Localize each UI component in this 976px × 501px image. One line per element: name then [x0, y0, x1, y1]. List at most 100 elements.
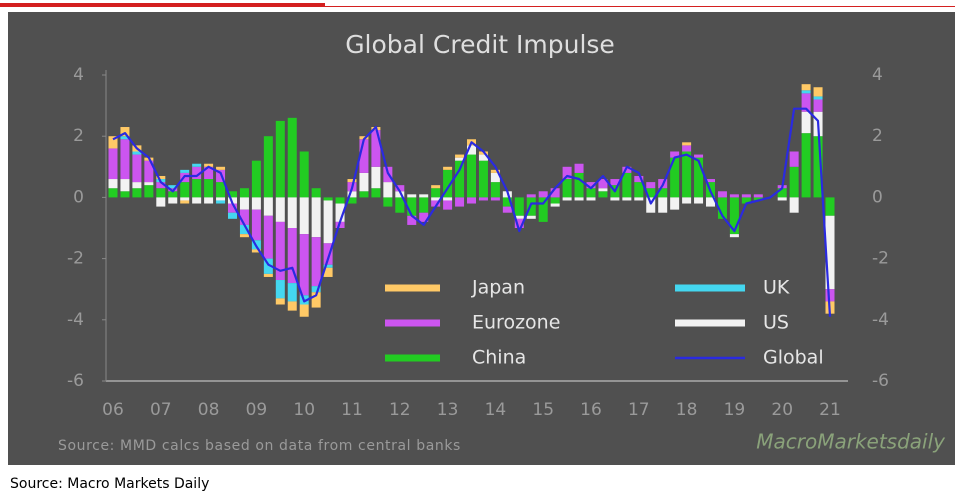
bar-segment: [455, 160, 465, 198]
bar-segment: [622, 166, 632, 173]
bar-segment: [216, 197, 226, 201]
x-tick-label: 07: [150, 400, 172, 420]
bar-segment: [323, 267, 333, 277]
bar-segment: [108, 136, 118, 149]
bar-segment: [192, 163, 202, 167]
x-tick-label: 17: [628, 400, 650, 420]
bar-segment: [562, 197, 572, 201]
bar-segment: [574, 163, 584, 173]
bar-segment: [132, 188, 142, 198]
x-tick-label: 16: [580, 400, 602, 420]
y2-tick-label: -2: [872, 249, 889, 269]
bar-segment: [108, 179, 118, 189]
bar-segment: [538, 197, 548, 222]
bar-segment: [323, 200, 333, 244]
bar-segment: [156, 182, 166, 189]
bar-segment: [789, 151, 799, 167]
source-note: Source: MMD calcs based on data from cen…: [58, 438, 461, 454]
bar-segment: [132, 151, 142, 155]
bar-segment: [311, 188, 321, 198]
bar-segment: [526, 197, 536, 216]
x-tick-label: 08: [198, 400, 220, 420]
bar-segment: [801, 93, 811, 112]
bar-segment: [132, 154, 142, 183]
line-series: [112, 107, 832, 317]
bar-segment: [478, 197, 488, 201]
legend-label: UK: [763, 277, 790, 299]
bar-segment: [741, 197, 751, 204]
bar-segment: [407, 197, 417, 216]
y2-tick-label: -4: [872, 310, 889, 330]
y2-tick-label: -6: [872, 371, 889, 391]
bar-segment: [610, 179, 620, 186]
bar-segment: [275, 221, 285, 281]
bar-segment: [753, 197, 763, 201]
bar-segment: [275, 298, 285, 305]
bar-segment: [514, 218, 524, 228]
bar-segment: [478, 154, 488, 161]
bar-segment: [682, 142, 692, 146]
bar-segment: [383, 182, 393, 198]
bar-segment: [813, 136, 823, 198]
bar-segment: [120, 139, 130, 180]
bar-segment: [789, 166, 799, 198]
bar-segment: [204, 179, 214, 198]
legend-label: Global: [763, 347, 824, 369]
x-tick-label: 06: [102, 400, 124, 420]
bar-segment: [646, 197, 656, 213]
bar-segment: [478, 160, 488, 198]
bar-segment: [204, 197, 214, 204]
bar-segment: [550, 203, 560, 207]
top-rule-thin: [325, 6, 955, 7]
x-tick-label: 11: [341, 400, 363, 420]
bar-segment: [263, 273, 273, 277]
bar-segment: [132, 182, 142, 189]
x-tick-label: 18: [676, 400, 698, 420]
bar-segment: [204, 166, 214, 180]
bar-segment: [729, 194, 739, 198]
bar-segment: [670, 157, 680, 198]
bar-segment: [706, 197, 715, 207]
bar-segment: [395, 191, 405, 198]
bar-segment: [299, 151, 309, 198]
bar-segment: [646, 182, 656, 189]
bar-segment: [717, 197, 727, 219]
x-tick-label: 15: [532, 400, 554, 420]
legend-label: China: [472, 347, 526, 369]
y-tick-label: 0: [73, 187, 84, 207]
bar-segment: [251, 160, 261, 198]
bar-segment: [801, 90, 811, 94]
x-tick-label: 10: [293, 400, 315, 420]
bar-segment: [574, 172, 584, 198]
bar-segment: [729, 234, 739, 238]
bar-segment: [789, 197, 799, 213]
bar-segment: [490, 182, 500, 198]
bar-segment: [144, 185, 154, 198]
legend-label: US: [763, 312, 789, 334]
bar-segment: [156, 175, 166, 180]
bar-segment: [431, 185, 441, 189]
bar-segment: [443, 200, 453, 210]
bar-segment: [586, 182, 596, 189]
bar-segment: [216, 166, 226, 170]
bar-segment: [431, 197, 441, 201]
x-tick-label: 20: [771, 400, 793, 420]
bar-segment: [168, 185, 178, 189]
bar-segment: [216, 200, 226, 204]
bar-segment: [682, 145, 692, 152]
bar-segment: [801, 84, 811, 91]
x-tick-label: 12: [389, 400, 411, 420]
bar-segment: [502, 197, 512, 207]
bar-segment: [682, 197, 692, 204]
bar-segment: [239, 224, 249, 235]
y-tick-label: -6: [67, 371, 84, 391]
bar-segment: [335, 197, 345, 204]
bar-segment: [813, 87, 823, 97]
x-tick-label: 13: [437, 400, 459, 420]
x-tick-label: 21: [819, 400, 841, 420]
x-tick-label: 14: [485, 400, 507, 420]
y-tick-label: 2: [73, 126, 84, 146]
bar-segment: [120, 191, 130, 198]
